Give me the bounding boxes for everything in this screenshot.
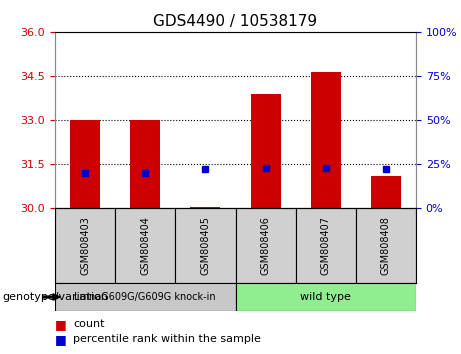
Bar xyxy=(311,72,341,208)
Text: LmnaG609G/G609G knock-in: LmnaG609G/G609G knock-in xyxy=(74,292,216,302)
Text: GSM808406: GSM808406 xyxy=(260,216,271,275)
Bar xyxy=(356,208,416,283)
Bar xyxy=(190,206,220,208)
Bar xyxy=(236,283,416,311)
Text: GSM808403: GSM808403 xyxy=(80,216,90,275)
Text: GSM808404: GSM808404 xyxy=(140,216,150,275)
Text: genotype/variation: genotype/variation xyxy=(2,292,108,302)
Text: count: count xyxy=(73,319,105,329)
Bar xyxy=(70,120,100,208)
Bar xyxy=(115,208,175,283)
Bar xyxy=(55,208,115,283)
Bar xyxy=(130,120,160,208)
Bar xyxy=(236,208,296,283)
Text: ■: ■ xyxy=(55,333,67,346)
Text: percentile rank within the sample: percentile rank within the sample xyxy=(73,335,261,344)
Text: GSM808407: GSM808407 xyxy=(321,216,331,275)
Bar xyxy=(250,93,281,208)
Text: GSM808408: GSM808408 xyxy=(381,216,391,275)
Title: GDS4490 / 10538179: GDS4490 / 10538179 xyxy=(154,15,318,29)
Bar xyxy=(371,176,401,208)
Text: ■: ■ xyxy=(55,318,67,331)
Text: GSM808405: GSM808405 xyxy=(201,216,210,275)
Bar xyxy=(55,283,236,311)
Text: wild type: wild type xyxy=(300,292,351,302)
Bar xyxy=(296,208,356,283)
Bar xyxy=(175,208,236,283)
